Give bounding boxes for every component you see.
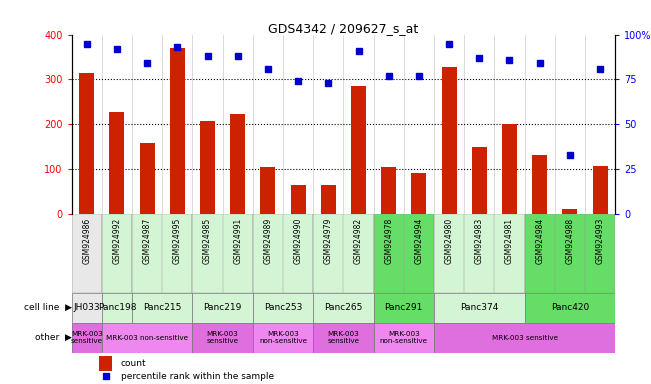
Text: count: count [120,359,146,368]
Bar [562,209,577,214]
Text: Panc420: Panc420 [551,303,589,312]
Bar [313,293,374,323]
Text: GSM924992: GSM924992 [113,218,121,264]
Bar [200,121,215,214]
Bar [193,214,253,293]
Text: GSM924979: GSM924979 [324,218,333,264]
Bar [253,293,313,323]
Text: MRK-003 non-sensitive: MRK-003 non-sensitive [106,335,188,341]
Bar [434,293,525,323]
Text: percentile rank within the sample: percentile rank within the sample [120,372,273,381]
Text: GSM924989: GSM924989 [264,218,272,264]
Bar [132,293,193,323]
Text: Panc198: Panc198 [98,303,136,312]
Bar [532,155,547,214]
Text: MRK-003
non-sensitive: MRK-003 non-sensitive [380,331,428,344]
Text: GSM924986: GSM924986 [82,218,91,264]
Bar [79,73,94,214]
Bar [374,323,434,353]
Bar [351,86,366,214]
Bar [102,214,132,293]
Bar [525,293,615,323]
Bar [109,112,124,214]
Text: GSM924985: GSM924985 [203,218,212,264]
Bar [290,185,306,214]
Bar [260,167,275,214]
Text: GSM924981: GSM924981 [505,218,514,264]
Text: GSM924978: GSM924978 [384,218,393,264]
Text: GSM924990: GSM924990 [294,218,303,264]
Bar [411,174,426,214]
Bar [434,214,525,293]
Bar [193,293,253,323]
Text: JH033: JH033 [74,303,100,312]
Text: MRK-003
sensitive: MRK-003 sensitive [71,331,103,344]
Bar [502,124,517,214]
Bar [381,167,396,214]
Text: Panc291: Panc291 [385,303,423,312]
Text: Panc219: Panc219 [203,303,242,312]
Text: GSM924995: GSM924995 [173,218,182,264]
Bar [72,323,102,353]
Text: GSM924994: GSM924994 [415,218,423,264]
Text: GSM924983: GSM924983 [475,218,484,264]
Bar [102,323,193,353]
Text: Panc374: Panc374 [460,303,499,312]
Text: GSM924982: GSM924982 [354,218,363,264]
Bar [132,214,193,293]
Bar [434,323,615,353]
Bar [592,166,607,214]
Text: GSM924980: GSM924980 [445,218,454,264]
Text: MRK-003
sensitive: MRK-003 sensitive [206,331,239,344]
Text: GSM924991: GSM924991 [233,218,242,264]
Bar [525,214,615,293]
Text: GSM924988: GSM924988 [566,218,574,264]
Text: Panc253: Panc253 [264,303,302,312]
Bar [313,214,374,293]
Bar [72,214,102,293]
Bar [313,323,374,353]
Text: other  ▶: other ▶ [35,333,72,343]
Text: cell line  ▶: cell line ▶ [23,303,72,312]
Bar [230,114,245,214]
Bar [139,144,155,214]
Text: MRK-003
sensitive: MRK-003 sensitive [327,331,359,344]
Bar [441,67,456,214]
Text: Panc265: Panc265 [324,303,363,312]
Bar [253,214,313,293]
Bar [72,293,102,323]
Bar [99,356,113,371]
Bar [102,293,132,323]
Text: GSM924993: GSM924993 [596,218,605,264]
Bar [253,323,313,353]
Bar [321,185,336,214]
Bar [374,214,434,293]
Text: MRK-003 sensitive: MRK-003 sensitive [492,335,558,341]
Text: MRK-003
non-sensitive: MRK-003 non-sensitive [259,331,307,344]
Bar [472,147,487,214]
Bar [170,48,185,214]
Text: Panc215: Panc215 [143,303,182,312]
Bar [193,323,253,353]
Bar [374,293,434,323]
Title: GDS4342 / 209627_s_at: GDS4342 / 209627_s_at [268,22,419,35]
Text: GSM924987: GSM924987 [143,218,152,264]
Text: GSM924984: GSM924984 [535,218,544,264]
